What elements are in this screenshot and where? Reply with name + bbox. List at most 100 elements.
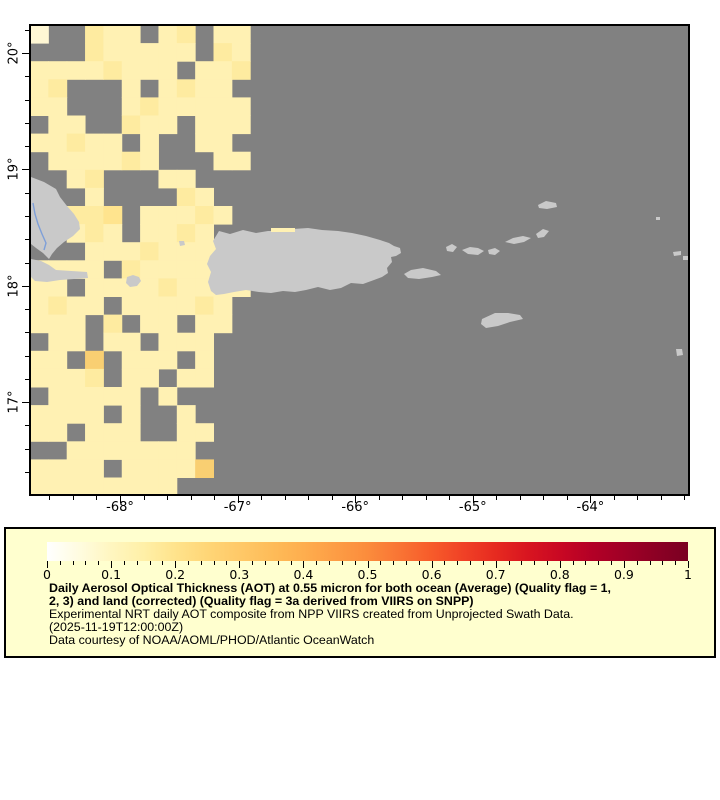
aot-cell <box>121 441 141 460</box>
colorbar-minor-tick <box>264 561 266 565</box>
y-axis-label: 18° <box>6 274 22 298</box>
aot-cell <box>213 314 233 334</box>
colorbar-major-tick <box>367 561 369 568</box>
y-minor-tick <box>25 76 29 78</box>
aot-cell <box>121 242 141 261</box>
aot-cell <box>85 296 104 316</box>
colorbar-major-tick <box>303 561 305 568</box>
x-minor-tick <box>660 496 662 500</box>
aot-colorbar <box>47 542 688 561</box>
colorbar-minor-tick <box>59 561 61 565</box>
aot-cell <box>85 405 104 424</box>
aot-cell <box>121 332 141 352</box>
aot-cell <box>66 133 86 153</box>
x-minor-tick <box>637 496 639 500</box>
aot-cell <box>48 368 68 388</box>
aot-cell <box>231 97 251 116</box>
anguilla-island <box>673 251 681 256</box>
aot-cell <box>85 43 104 62</box>
aot-cell <box>121 350 141 370</box>
x-minor-tick <box>684 496 686 500</box>
aot-cell <box>213 26 233 44</box>
x-minor-tick <box>214 496 216 500</box>
aot-cell <box>158 97 178 116</box>
y-minor-tick <box>25 425 29 427</box>
aot-cell <box>158 387 178 406</box>
aot-cell <box>48 387 68 406</box>
aot-cell <box>195 187 214 207</box>
colorbar-tick-label: 0 <box>43 567 51 582</box>
aot-cell <box>85 477 104 494</box>
aot-cell <box>213 61 233 80</box>
aot-cell <box>158 242 178 261</box>
aot-cell <box>140 115 159 135</box>
aot-cell <box>31 278 49 297</box>
colorbar-tick-label: 0.2 <box>165 567 186 582</box>
aot-cell <box>31 368 49 388</box>
aot-cell <box>140 459 159 478</box>
aot-cell <box>158 206 178 225</box>
aot-cell <box>140 314 159 334</box>
x-minor-tick <box>519 496 521 500</box>
colorbar-major-tick <box>495 561 497 568</box>
y-axis-label: 19° <box>6 157 22 181</box>
aot-cell <box>31 423 49 442</box>
aot-cell <box>121 115 141 135</box>
colorbar-major-tick <box>431 561 433 568</box>
colorbar-major-tick <box>559 561 561 568</box>
aot-cell <box>176 242 196 261</box>
y-minor-tick <box>25 146 29 148</box>
aot-cell <box>158 115 178 135</box>
aot-cell <box>31 79 49 98</box>
y-minor-tick <box>25 29 29 31</box>
y-major-tick <box>22 402 29 404</box>
aot-cell <box>48 151 68 171</box>
aot-cell <box>195 459 214 478</box>
colorbar-tick-label: 0.5 <box>357 567 378 582</box>
aot-cell <box>140 441 159 460</box>
colorbar-minor-tick <box>188 561 190 565</box>
aot-cell <box>140 61 159 80</box>
x-major-tick <box>237 496 239 503</box>
aot-cell <box>85 61 104 80</box>
aot-cell <box>48 332 68 352</box>
aot-cell <box>158 332 178 352</box>
y-minor-tick <box>25 122 29 124</box>
aot-cell <box>48 405 68 424</box>
aot-cell <box>195 350 214 370</box>
aot-cell <box>66 61 86 80</box>
y-minor-tick <box>25 215 29 217</box>
aot-cell <box>66 332 86 352</box>
aot-cell <box>85 169 104 189</box>
aot-cell <box>231 115 251 135</box>
legend-box: 0 0.1 0.2 0.3 0.4 0.5 0.6 0.7 0.8 0.9 1 Daily Aero… <box>4 527 716 658</box>
aot-cell <box>85 459 104 478</box>
legend-title-line-1: Daily Aerosol Optical Thickness (AOT) at… <box>49 581 611 595</box>
colorbar-minor-tick <box>85 561 87 565</box>
aot-cell <box>85 151 104 171</box>
aot-cell <box>158 459 178 478</box>
aot-cell <box>85 387 104 406</box>
colorbar-minor-tick <box>405 561 407 565</box>
aot-cell <box>121 405 141 424</box>
aot-cell <box>158 61 178 80</box>
y-minor-tick <box>25 332 29 334</box>
st-john-island <box>488 248 500 255</box>
x-minor-tick <box>331 496 333 500</box>
x-minor-tick <box>543 496 545 500</box>
aot-cell <box>176 43 196 62</box>
aot-cell <box>158 314 178 334</box>
aot-cell <box>158 43 178 62</box>
puerto-rico-island <box>207 228 401 295</box>
colorbar-tick-label: 0.8 <box>549 567 570 582</box>
colorbar-minor-tick <box>662 561 664 565</box>
colorbar-minor-tick <box>149 561 151 565</box>
aot-cell <box>85 187 104 207</box>
aot-cell <box>121 26 141 44</box>
x-minor-tick <box>190 496 192 500</box>
aot-cell <box>140 133 159 153</box>
hispaniola-coast-north <box>31 177 80 259</box>
aot-cell <box>103 441 123 460</box>
aot-coast-cell <box>271 228 295 232</box>
legend-subtitle: Experimental NRT daily AOT composite fro… <box>49 606 574 621</box>
